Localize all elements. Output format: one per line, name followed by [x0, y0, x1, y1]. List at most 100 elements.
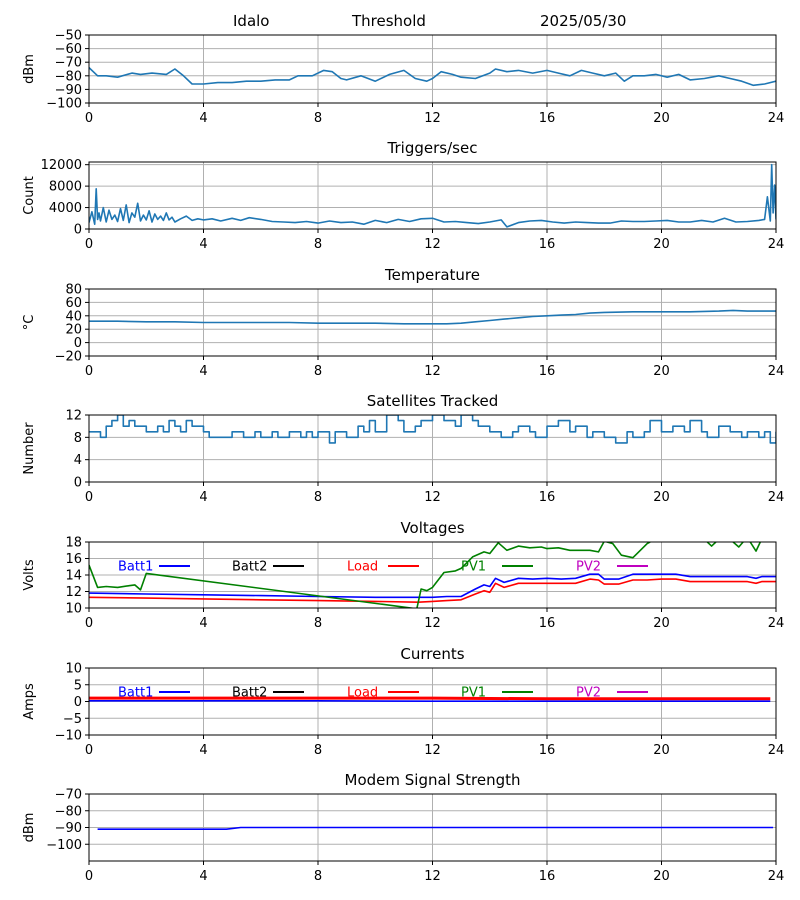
y-tick-label: 60 [65, 296, 82, 311]
series-line [89, 163, 776, 228]
x-tick-label: 12 [424, 743, 441, 758]
x-tick-label: 4 [199, 743, 207, 758]
x-tick-label: 16 [539, 237, 556, 252]
x-tick-label: 0 [85, 111, 93, 126]
chart-threshold: 0 4 8 12 16 20 24 −100−90−80−70−60−50 dBm [22, 29, 784, 127]
series-line [89, 67, 776, 87]
x-tick-label: 4 [199, 490, 207, 505]
x-tick-label: 12 [424, 490, 441, 505]
x-tick-label: 12 [424, 237, 441, 252]
report-date: 2025/05/30 [540, 12, 627, 30]
y-tick-label: 12 [65, 409, 82, 424]
x-tick-label: 16 [539, 364, 556, 379]
x-tick-label: 4 [199, 111, 207, 126]
x-tick-label: 24 [768, 869, 785, 884]
x-tick-label: 24 [768, 364, 785, 379]
y-axis-label: Count [22, 176, 37, 215]
x-tick-label: 0 [85, 237, 93, 252]
x-tick-label: 20 [653, 743, 670, 758]
x-tick-label: 20 [653, 111, 670, 126]
series-line-load [89, 696, 771, 701]
chart-title: Voltages [400, 519, 464, 537]
legend-label-batt2: Batt2 [232, 686, 267, 701]
x-tick-label: 24 [768, 111, 785, 126]
chart-title: Currents [400, 645, 464, 663]
y-tick-label: 8 [74, 431, 82, 446]
chart-triggers: 0 4 8 12 16 20 24 0 4000 8000 12000 Count Triggers/s… [22, 139, 784, 252]
x-tick-label: 24 [768, 743, 785, 758]
x-tick-label: 20 [653, 616, 670, 631]
y-axis-label: dBm [22, 813, 37, 843]
legend-label-batt1: Batt1 [118, 560, 153, 575]
x-tick-label: 24 [768, 237, 785, 252]
y-tick-label: 10 [65, 602, 82, 617]
chart-satellites: 0 4 8 12 16 20 24 0 4 8 12 Number Satellites Tracked [22, 392, 784, 505]
x-tick-label: 8 [314, 616, 322, 631]
series-line [89, 415, 776, 444]
x-tick-label: 8 [314, 490, 322, 505]
chart-title: Modem Signal Strength [345, 771, 521, 789]
y-tick-label: 4000 [49, 201, 82, 216]
series-line-pv1 [732, 542, 744, 548]
y-tick-label: 20 [65, 323, 82, 338]
y-tick-label: −70 [55, 788, 82, 803]
y-axis-label: dBm [22, 54, 37, 84]
legend-label-load: Load [347, 560, 378, 575]
chart-title: Satellites Tracked [367, 392, 498, 410]
x-tick-label: 8 [314, 111, 322, 126]
y-axis-label: Amps [22, 683, 37, 720]
legend-label-pv1: PV1 [461, 560, 486, 575]
y-tick-label: −5 [63, 712, 82, 727]
legend-label-pv2: PV2 [576, 560, 601, 575]
x-tick-label: 0 [85, 743, 93, 758]
x-tick-label: 16 [539, 616, 556, 631]
x-tick-label: 16 [539, 490, 556, 505]
y-tick-label: 10 [65, 662, 82, 677]
x-tick-label: 24 [768, 490, 785, 505]
x-tick-label: 8 [314, 869, 322, 884]
y-tick-label: 80 [65, 283, 82, 298]
y-tick-label: −60 [55, 42, 82, 57]
chart-currents: 0 4 8 12 16 20 24 −10 −5 0 510 Amps Currents Batt1 Bat… [22, 645, 784, 758]
y-tick-label: 5 [74, 678, 82, 693]
dashboard-header: Idalo Threshold 2025/05/30 [0, 0, 800, 34]
y-tick-label: 40 [65, 309, 82, 324]
x-tick-label: 4 [199, 237, 207, 252]
series-line-pv1 [706, 542, 717, 547]
x-tick-label: 12 [424, 869, 441, 884]
x-tick-label: 4 [199, 869, 207, 884]
x-tick-label: 24 [768, 616, 785, 631]
y-tick-label: 8000 [49, 180, 82, 195]
x-tick-label: 8 [314, 237, 322, 252]
legend-label-batt2: Batt2 [232, 560, 267, 575]
y-tick-label: −90 [55, 821, 82, 836]
legend-label-pv1: PV1 [461, 686, 486, 701]
y-tick-label: 16 [65, 552, 82, 567]
y-tick-label: −100 [46, 97, 82, 112]
x-tick-label: 20 [653, 364, 670, 379]
y-tick-label: 18 [65, 536, 82, 551]
x-tick-label: 20 [653, 869, 670, 884]
y-tick-label: −10 [55, 729, 82, 744]
y-axis-label: °C [22, 315, 37, 331]
y-tick-label: 14 [65, 569, 82, 584]
x-tick-label: 0 [85, 364, 93, 379]
y-tick-label: 12000 [41, 158, 82, 173]
legend-label-load: Load [347, 686, 378, 701]
station-name: Idalo [233, 12, 270, 30]
chart-title: Temperature [384, 266, 480, 284]
x-tick-label: 20 [653, 237, 670, 252]
series-line-batt1 [89, 573, 776, 599]
legend-label-batt1: Batt1 [118, 686, 153, 701]
y-tick-label: −50 [55, 29, 82, 44]
y-tick-label: 0 [74, 223, 82, 238]
y-axis-label: Volts [22, 559, 37, 591]
x-tick-label: 12 [424, 364, 441, 379]
series-line [89, 309, 776, 325]
y-tick-label: −100 [46, 838, 82, 853]
chart-modem: 0 4 8 12 16 20 24 −100 −90 −80−70 dBm Modem Signal … [22, 771, 784, 884]
y-tick-label: −80 [55, 804, 82, 819]
y-tick-label: 0 [74, 336, 82, 351]
y-tick-label: 0 [74, 695, 82, 710]
